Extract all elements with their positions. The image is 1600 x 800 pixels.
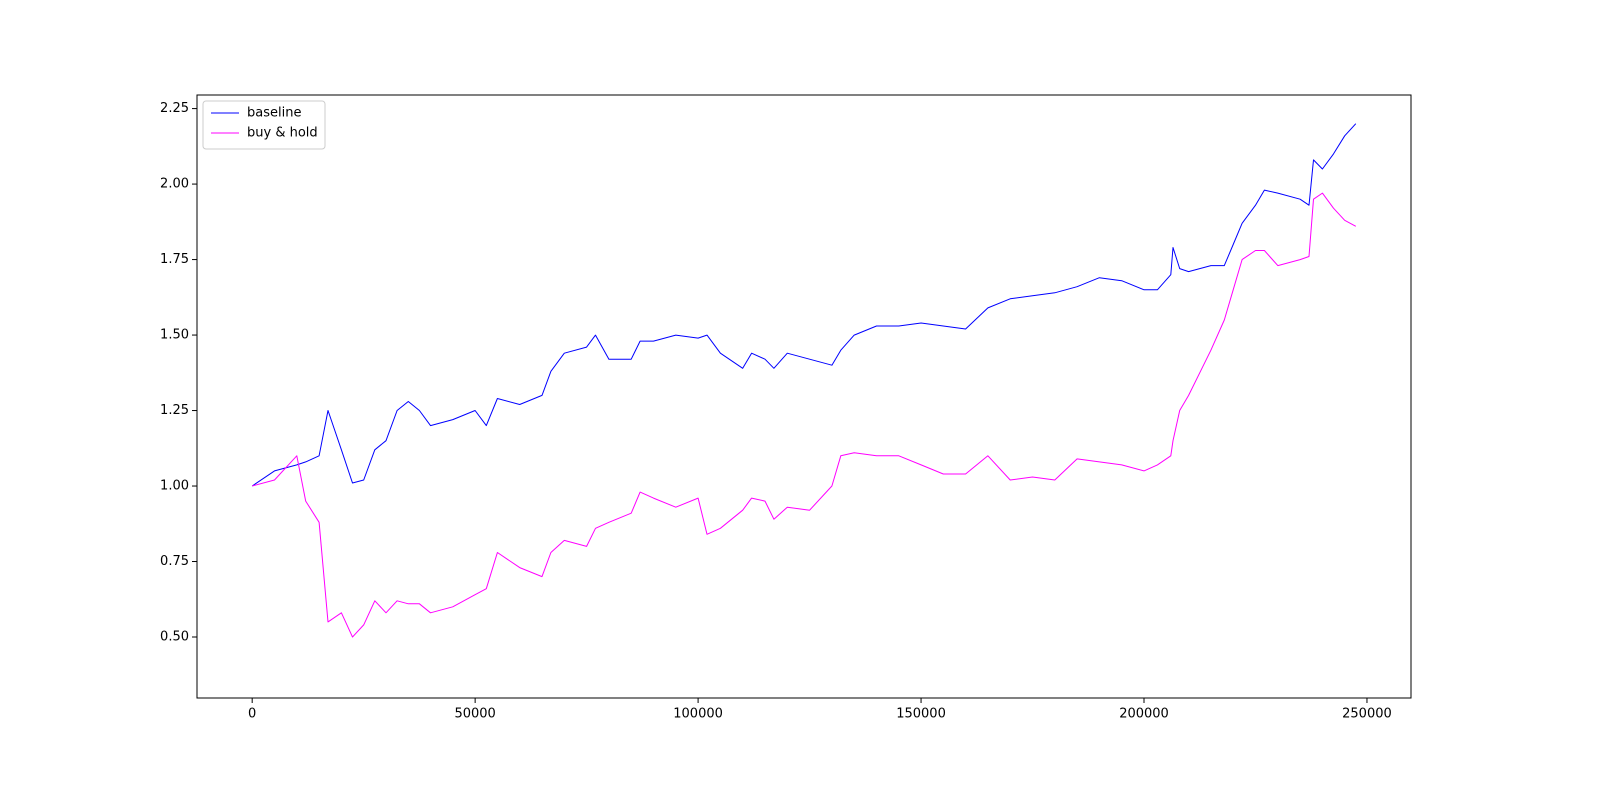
y-tick-label: 1.50 (160, 328, 189, 343)
y-tick-label: 0.75 (160, 554, 189, 569)
legend-label: baseline (247, 106, 301, 121)
x-tick-label: 250000 (1342, 707, 1392, 722)
x-tick-label: 0 (248, 707, 256, 722)
x-tick-label: 50000 (454, 707, 495, 722)
y-tick-label: 2.00 (160, 177, 189, 192)
series-line (251, 123, 1357, 487)
series-line (252, 192, 1357, 638)
x-tick-label: 200000 (1119, 707, 1169, 722)
y-tick-label: 1.00 (160, 479, 189, 494)
x-tick-label: 150000 (896, 707, 946, 722)
legend-label: buy & hold (247, 126, 318, 141)
y-tick-label: 0.50 (160, 630, 189, 645)
x-tick-label: 100000 (673, 707, 723, 722)
y-tick-label: 1.75 (160, 252, 189, 267)
y-tick-label: 1.25 (160, 403, 189, 418)
y-tick-label: 2.25 (160, 101, 189, 116)
plot-frame (196, 94, 1412, 699)
